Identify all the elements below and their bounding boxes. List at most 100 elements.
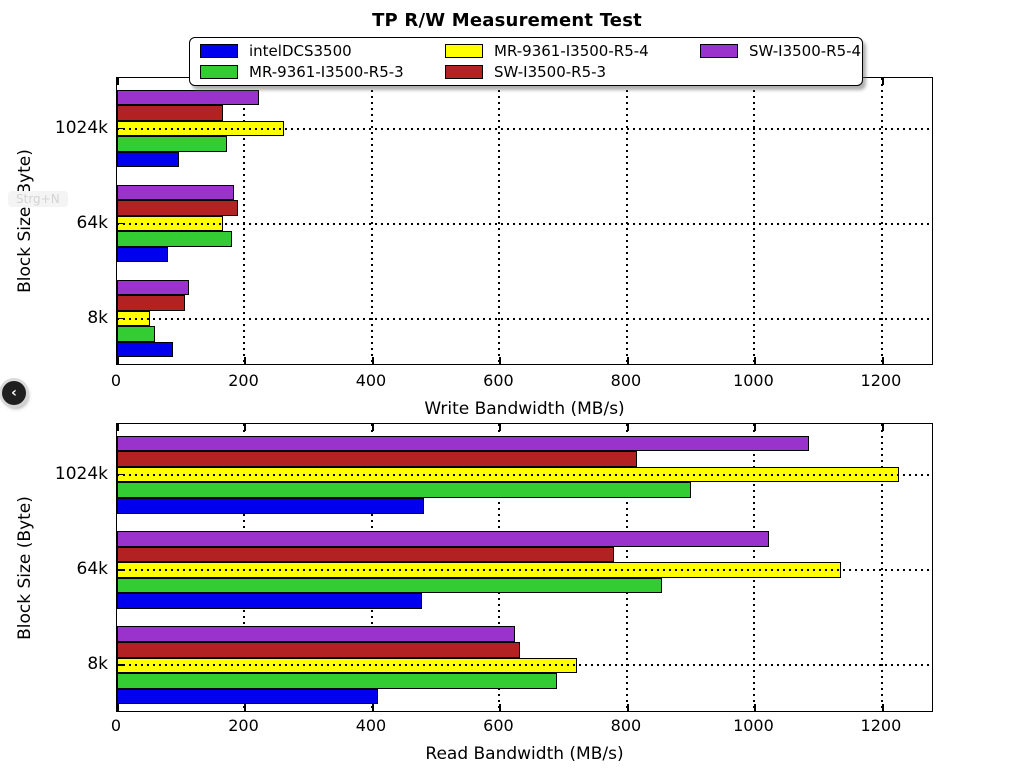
legend-swatch-icon — [445, 64, 483, 79]
x-tick-mark — [881, 704, 884, 711]
bar-SW-I3500-R5-3-1024k — [117, 451, 638, 467]
gridline-vertical — [243, 78, 246, 364]
gridline-vertical — [880, 424, 883, 711]
bar-SW-I3500-R5-4-1024k — [117, 89, 260, 106]
legend-label: SW-I3500-R5-4 — [749, 42, 862, 61]
bar-MR-9361-I3500-R5-3-64k — [117, 231, 232, 247]
gridline-vertical — [498, 78, 501, 364]
x-tick-mark — [244, 424, 247, 431]
x-tick-mark — [499, 424, 502, 431]
x-tick-mark — [117, 78, 119, 85]
y-tick-label: 1024k — [54, 463, 108, 484]
x-tick-mark — [117, 357, 119, 364]
x-tick-label: 1200 — [860, 716, 902, 735]
gridline-horizontal — [117, 317, 932, 320]
x-tick-mark — [371, 424, 374, 431]
chart-legend: intelDCS3500 MR-9361-I3500-R5-3 MR-9361-I3… — [189, 37, 863, 86]
x-tick-mark — [371, 357, 374, 364]
bar-SW-I3500-R5-4-8k — [117, 279, 190, 296]
x-tick-label: 600 — [483, 371, 514, 390]
x-tick-label: 200 — [228, 716, 259, 735]
bar-intelDCS3500-1024k — [117, 151, 179, 168]
x-tick-label: 1200 — [860, 371, 902, 390]
bar-intelDCS3500-8k — [117, 341, 174, 358]
x-tick-mark — [754, 424, 757, 431]
bar-intelDCS3500-64k — [117, 246, 168, 263]
x-tick-label: 0 — [110, 371, 122, 390]
chart-title: TP R/W Measurement Test — [372, 10, 642, 31]
x-tick-mark — [881, 357, 884, 364]
x-tick-mark — [754, 357, 757, 364]
x-tick-mark — [499, 704, 502, 711]
y-tick-label: 8k — [87, 654, 108, 675]
x-tick-mark — [244, 704, 247, 711]
bar-SW-I3500-R5-3-8k — [117, 641, 520, 658]
legend-swatch-icon — [200, 64, 238, 79]
x-tick-label: 1000 — [733, 716, 774, 735]
bar-SW-I3500-R5-4-8k — [117, 626, 516, 642]
gridline-vertical — [880, 78, 883, 364]
plot-area — [116, 77, 933, 365]
bar-intelDCS3500-8k — [117, 688, 378, 705]
bar-SW-I3500-R5-3-64k — [117, 200, 239, 216]
legend-label: SW-I3500-R5-3 — [494, 62, 607, 81]
bar-MR-9361-I3500-R5-3-64k — [117, 577, 662, 594]
plot-area — [116, 423, 933, 712]
legend-item: intelDCS3500 — [200, 42, 445, 60]
legend-swatch-icon — [445, 44, 483, 59]
x-tick-mark — [117, 704, 119, 711]
gridline-vertical — [625, 78, 628, 364]
x-tick-label: 800 — [610, 716, 642, 735]
gridline-horizontal — [117, 127, 932, 130]
x-tick-mark — [499, 357, 502, 364]
gridline-vertical — [753, 78, 756, 364]
x-axis-label: Write Bandwidth (MB/s) — [424, 399, 625, 419]
x-tick-mark — [881, 424, 884, 431]
gridline-horizontal — [117, 222, 932, 225]
x-tick-mark — [754, 704, 757, 711]
y-tick-label: 1024k — [54, 117, 108, 138]
y-tick-label: 64k — [76, 559, 108, 579]
legend-swatch-icon — [200, 44, 238, 59]
bar-MR-9361-I3500-R5-3-8k — [117, 673, 557, 689]
bar-SW-I3500-R5-4-64k — [117, 184, 234, 201]
legend-label: intelDCS3500 — [249, 42, 352, 61]
bar-intelDCS3500-64k — [117, 593, 422, 609]
back-button[interactable]: ‹ — [2, 381, 26, 405]
gridline-vertical — [370, 78, 373, 364]
bar-intelDCS3500-1024k — [117, 498, 425, 514]
y-axis-label: Block Size (Byte) — [15, 495, 35, 640]
legend-label: MR-9361-I3500-R5-4 — [494, 42, 649, 61]
bar-MR-9361-I3500-R5-3-1024k — [117, 136, 228, 152]
x-tick-mark — [117, 424, 119, 431]
legend-label: MR-9361-I3500-R5-3 — [249, 62, 404, 81]
bar-SW-I3500-R5-4-1024k — [117, 435, 809, 452]
y-tick-label: 8k — [87, 307, 108, 328]
legend-swatch-icon — [700, 44, 738, 59]
shortcut-watermark: Strg+N — [8, 191, 68, 207]
bar-SW-I3500-R5-3-8k — [117, 295, 185, 311]
bar-SW-I3500-R5-3-64k — [117, 546, 615, 563]
x-tick-label: 400 — [355, 716, 387, 735]
x-tick-mark — [626, 424, 629, 431]
x-tick-label: 0 — [110, 716, 122, 735]
y-tick-label: 64k — [76, 212, 108, 233]
x-tick-mark — [244, 357, 247, 364]
x-axis-label: Read Bandwidth (MB/s) — [425, 744, 624, 764]
bar-SW-I3500-R5-4-64k — [117, 531, 770, 547]
legend-item: MR-9361-I3500-R5-4 — [445, 42, 700, 60]
legend-item: MR-9361-I3500-R5-3 — [200, 63, 445, 81]
x-tick-label: 200 — [228, 371, 259, 390]
x-tick-mark — [626, 704, 629, 711]
x-tick-mark — [371, 704, 374, 711]
gridline-horizontal — [117, 473, 932, 476]
gridline-horizontal — [117, 569, 932, 571]
x-tick-label: 600 — [483, 716, 514, 735]
legend-item: SW-I3500-R5-3 — [445, 63, 700, 81]
legend-item: SW-I3500-R5-4 — [700, 42, 861, 60]
chevron-left-icon: ‹ — [11, 385, 17, 401]
x-tick-mark — [626, 357, 629, 364]
bar-MR-9361-I3500-R5-3-8k — [117, 326, 155, 342]
bar-MR-9361-I3500-R5-3-1024k — [117, 482, 691, 499]
